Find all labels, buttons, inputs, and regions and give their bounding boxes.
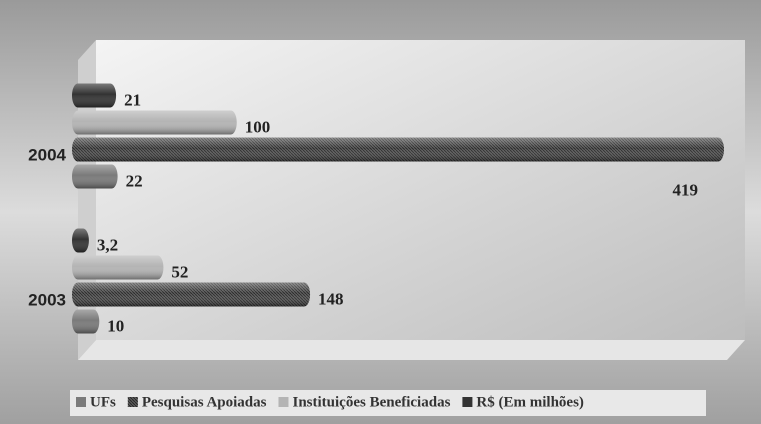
legend-box — [70, 390, 706, 416]
data-label: 419 — [673, 180, 699, 199]
bar-shading — [72, 255, 164, 280]
bar-shading — [72, 309, 100, 334]
y-tick-label: 2003 — [28, 290, 66, 309]
legend-swatch — [462, 397, 473, 407]
floor — [78, 340, 745, 360]
data-label: 21 — [124, 90, 141, 109]
legend-label: Instituições Beneficiadas — [292, 394, 450, 410]
bar-shading — [72, 164, 118, 189]
y-tick-label: 2004 — [28, 145, 66, 164]
bar-shading — [72, 228, 89, 253]
back-wall — [96, 40, 745, 340]
bar-shading — [72, 282, 311, 307]
legend-swatch — [278, 397, 289, 407]
data-label: 52 — [171, 262, 188, 281]
bar-shading — [72, 137, 724, 162]
data-label: 148 — [318, 289, 344, 308]
legend-label: Pesquisas Apoiadas — [142, 394, 267, 410]
legend-label: UFs — [90, 394, 116, 410]
data-label: 100 — [245, 117, 271, 136]
legend-hatch — [127, 397, 138, 407]
legend-label: R$ (Em milhões) — [476, 394, 584, 410]
data-label: 10 — [107, 316, 124, 335]
data-label: 3,2 — [97, 235, 118, 254]
bar-shading — [72, 83, 117, 108]
bar-shading — [72, 110, 237, 135]
data-label: 22 — [126, 171, 143, 190]
legend-swatch — [76, 397, 86, 407]
